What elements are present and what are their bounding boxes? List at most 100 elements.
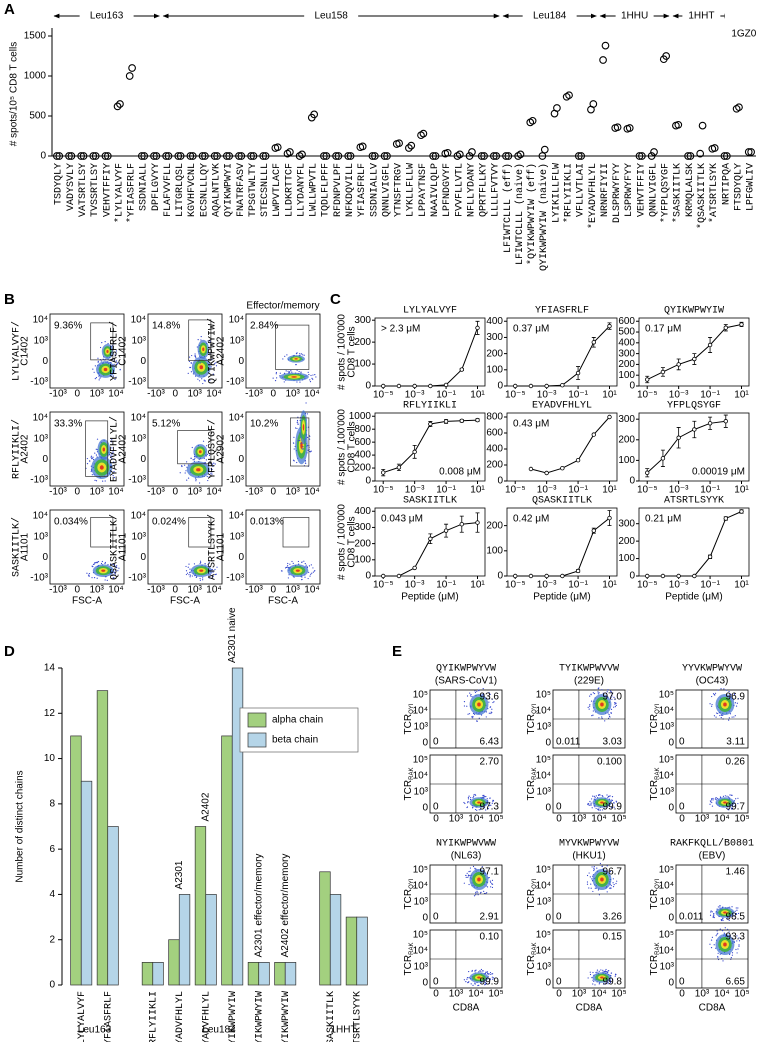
block-title: TYIKWPWVVW [559,664,619,675]
cell-dot [104,341,106,343]
cell-density [196,468,201,472]
cell-dot [97,561,100,563]
cell-dot [736,940,738,942]
cell-dot [610,712,612,715]
cell-dot [275,373,277,375]
data-point [686,152,695,160]
cell-dot [609,980,612,982]
data-point [747,148,755,156]
cell-dot [308,451,311,453]
cell-dot [312,378,314,380]
x-tick-label: LLLLFVTVY [491,163,502,217]
cell-dot [591,875,594,877]
x-tick-label: 10¹ [602,390,617,401]
y-label: RFLYIIKLI/ [11,419,23,479]
x-tick-label: KRMQLALSK [685,163,696,217]
data-point [565,91,573,100]
x-tick-label: 10⁴ [468,989,483,1000]
x-tick-label: 10⁻³ [669,390,689,401]
x-tick-label: 10³ [572,989,587,1000]
quadrant-value: 0.100 [597,757,622,768]
cell-dot [188,574,190,576]
cell-dot [717,955,719,958]
cell-dot [208,454,211,456]
x-tick-label: 10⁻¹ [700,485,720,496]
cell-dot [308,373,310,376]
cell-dot [476,690,478,692]
cell-dot [216,566,218,568]
data-point [647,152,656,160]
cell-dot [609,982,612,984]
x-tick-label: 0 [173,487,179,498]
cell-dot [717,957,719,959]
data-point [739,509,744,514]
cell-dot [736,952,738,954]
cell-dot [595,971,597,974]
x-tick-label: VEHVTFFIY [636,163,647,217]
cell-density [199,569,204,572]
y-axis-label: # spots / 100'000 [337,504,348,580]
y-tick-label: 10³ [414,722,429,733]
cell-dot [730,693,732,695]
data-point [125,72,134,80]
y-tick-label: 10³ [230,335,245,346]
quadrant-value: 0 [433,977,439,988]
cell-dot [295,364,297,366]
cell-dot [488,978,490,980]
y-axis-label-main: TCR [649,714,660,735]
data-point [607,323,612,329]
y-tick-label: 300 [354,315,371,326]
y-axis-label: # spots/10⁵ CD8 T cells [9,42,20,146]
y-tick-label: 10⁴ [229,413,244,424]
data-point [475,417,480,423]
x-tick-label: LITGRLQSL [175,163,186,217]
data-line [530,416,610,474]
data-point [286,148,294,156]
flow-plot: 0.26 99.7 00 10³ 10⁴ 10⁵ TCRRAK 0 10³ 10⁴ 10⁵ [649,754,750,825]
quadrant-value: 0 [556,977,562,988]
y-tick-label: 100 [618,553,635,564]
y-tick-label: 0 [668,978,674,989]
annotation: 0.043 μM [381,514,423,525]
cell-dot [99,377,101,379]
cell-dot [712,797,714,800]
gate [90,322,114,361]
data-point [544,573,549,579]
bar-annotation: A2402 [200,792,211,821]
cell-dot [94,452,96,454]
data-point [684,152,692,160]
cell-density [294,358,298,360]
cell-dot [469,695,472,697]
x-tick-label: 10⁴ [304,487,319,498]
bar-annotation: A2402 effector/memory [280,854,291,958]
cell-dot [473,795,475,798]
x-tick-label: 0 [271,585,277,596]
cell-dot [711,805,714,807]
data-point [431,152,440,160]
data-point [540,145,549,154]
cell-dot [474,691,477,694]
cell-dot [112,474,114,477]
cell-dot [290,369,292,372]
cell-dot [612,882,614,884]
cell-dot [608,969,610,972]
cell-dot [611,979,614,981]
cell-dot [285,370,287,372]
y-label: A1101 [118,532,129,561]
cell-dot [471,969,473,972]
y-label: A1101 [20,532,31,561]
cell-dot [737,948,739,950]
y-tick-label: 0 [629,571,635,582]
flow-plot: 9.36% LYLYALVYF/C1402 -10³ 0 10³ 10⁴ -10³ 0 10³ 1… [11,313,125,400]
y-tick-label: 10³ [34,433,49,444]
cell-dot [593,867,595,869]
cell-dot [713,913,715,915]
cell-dot [195,480,197,482]
data-point [607,515,612,521]
cell-dot [281,570,283,572]
data-point [237,152,246,160]
cell-dot [593,692,596,695]
cell-dot [112,574,115,576]
cell-dot [107,343,109,345]
cell-dot [199,560,202,562]
